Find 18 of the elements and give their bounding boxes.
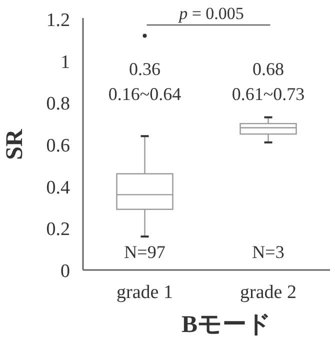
y-tick-label: 0.2: [46, 219, 70, 240]
y-axis-title: SR: [2, 128, 28, 160]
annotation: 0.61~0.73: [232, 84, 305, 104]
annotation: p = 0.005: [178, 4, 244, 23]
annotation: 0.68: [252, 59, 284, 79]
annotation: N=3: [252, 242, 284, 262]
annotation: 0.36: [129, 59, 160, 79]
y-tick-label: 0.6: [46, 136, 70, 156]
x-tick-label: grade 1: [116, 282, 173, 303]
y-tick-label: 1.2: [46, 10, 70, 31]
x-axis-title: Bモード: [181, 312, 272, 338]
annotation: 0.16~0.64: [108, 84, 182, 104]
x-tick-label: grade 2: [240, 282, 296, 303]
y-tick-label: 0.8: [46, 94, 70, 115]
y-tick-label: 0: [60, 261, 70, 282]
annotation: N=97: [124, 242, 166, 262]
y-tick-label: 0.4: [46, 177, 70, 198]
y-tick-label: 1: [60, 52, 70, 73]
